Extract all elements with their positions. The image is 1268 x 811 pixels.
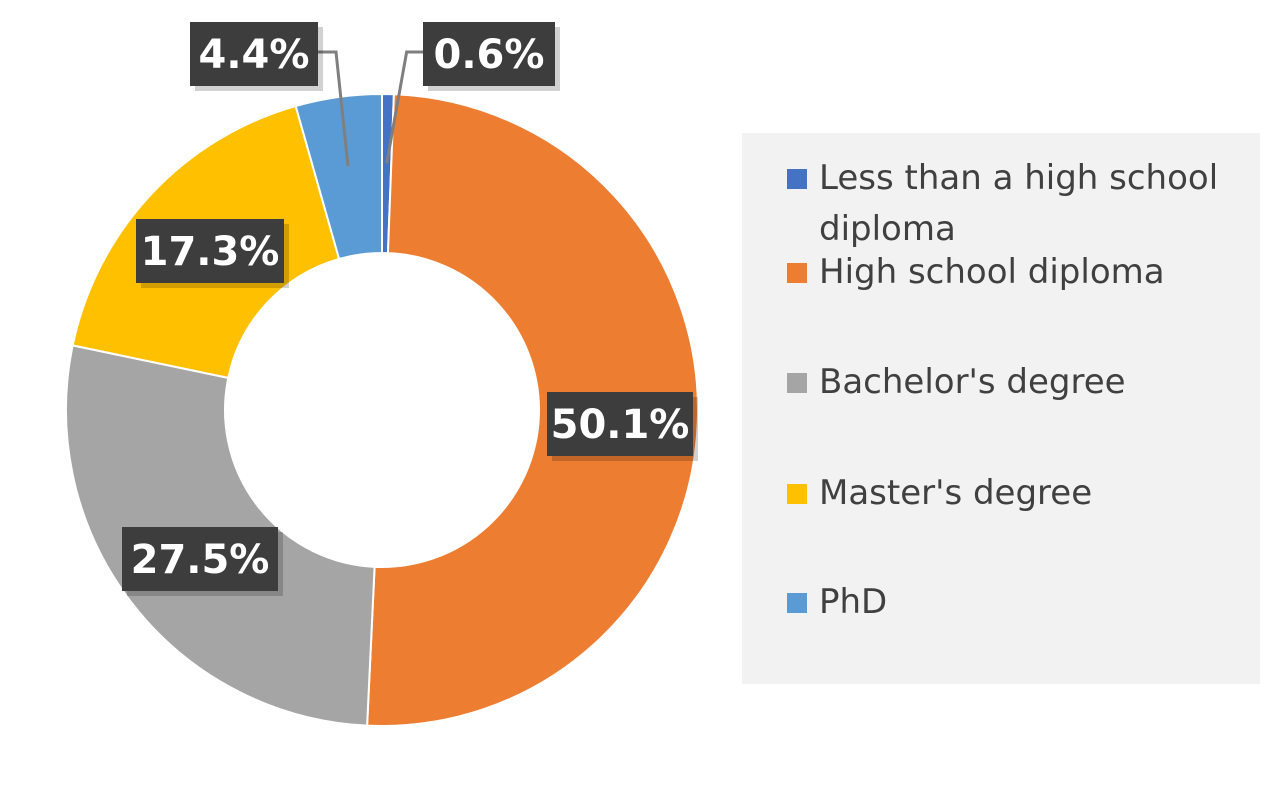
legend-label-masters: Master's degree (819, 473, 1093, 513)
data-label-bachelors: 27.5% (122, 527, 283, 596)
legend: Less than a high school diploma High sch… (742, 133, 1260, 684)
data-label-high-school: 50.1% (547, 392, 698, 461)
data-label-phd: 4.4% (190, 22, 323, 91)
legend-swatch-phd (787, 593, 807, 613)
legend-swatch-masters (787, 484, 807, 504)
legend-label-bachelors: Bachelor's degree (819, 362, 1126, 402)
data-label-text-high-school: 50.1% (551, 402, 690, 448)
legend-swatch-high-school (787, 263, 807, 283)
leader-line-phd (318, 50, 350, 167)
data-label-text-phd: 4.4% (199, 32, 310, 78)
data-label-masters: 17.3% (136, 219, 289, 288)
legend-item-less-than-high-school: Less than a high school diploma (787, 153, 1219, 255)
data-label-text-bachelors: 27.5% (131, 537, 270, 583)
slice-high-school (366, 93, 700, 728)
legend-label-high-school: High school diploma (819, 252, 1165, 292)
data-labels-group: 0.6% 50.1% 27.5% 17.3% 4.4% (122, 22, 698, 596)
data-label-text-less-than-high-school: 0.6% (434, 32, 545, 78)
slice-phd (294, 92, 383, 261)
leader-lines-group (318, 50, 423, 167)
legend-label-less-than-high-school: Less than a high school diploma (819, 158, 1219, 249)
leader-line-less-than-high-school (385, 50, 423, 164)
legend-label-phd: PhD (819, 582, 888, 622)
legend-item-bachelors: Bachelor's degree (787, 357, 1219, 408)
legend-item-high-school: High school diploma (787, 247, 1219, 298)
data-label-less-than-high-school: 0.6% (423, 22, 560, 91)
legend-swatch-less-than-high-school (787, 169, 807, 189)
data-label-text-masters: 17.3% (141, 229, 280, 275)
legend-item-masters: Master's degree (787, 468, 1219, 519)
legend-swatch-bachelors (787, 373, 807, 393)
legend-item-phd: PhD (787, 577, 1219, 628)
